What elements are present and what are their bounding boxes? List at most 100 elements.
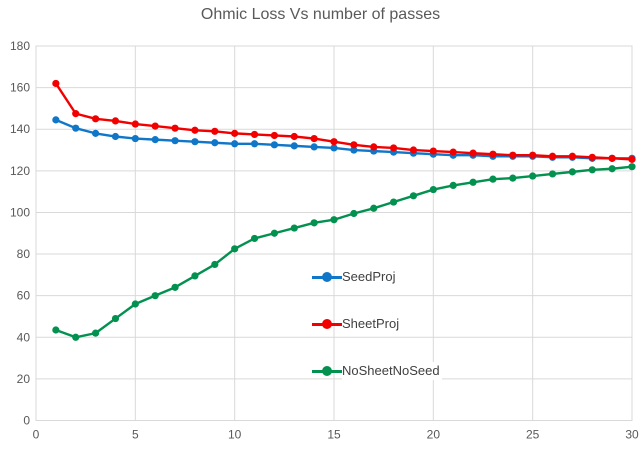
data-point-nosheetnoseed (449, 181, 457, 189)
data-point-seedproj (151, 136, 159, 144)
data-point-nosheetnoseed (469, 178, 477, 186)
data-point-seedproj (250, 140, 259, 148)
data-point-sheetproj (409, 146, 418, 154)
data-point-nosheetnoseed (568, 168, 577, 176)
legend-item-nosheetnoseed[interactable]: NoSheetNoSeed (312, 362, 442, 380)
data-point-nosheetnoseed (509, 174, 517, 182)
data-point-nosheetnoseed (390, 198, 398, 206)
data-point-nosheetnoseed (270, 229, 278, 237)
data-point-seedproj (52, 116, 60, 124)
data-point-sheetproj (231, 129, 239, 137)
y-tick-label: 120 (10, 164, 30, 178)
legend-label-seedproj: SeedProj (342, 268, 398, 286)
y-tick-label: 40 (17, 330, 31, 344)
data-point-sheetproj (608, 154, 616, 162)
seedproj-line-marker-icon (312, 268, 342, 286)
x-tick-label: 5 (132, 428, 139, 442)
x-tick-label: 10 (228, 428, 242, 442)
data-point-nosheetnoseed (211, 260, 219, 269)
data-point-sheetproj (290, 132, 298, 141)
sheetproj-line-marker-icon (312, 315, 342, 333)
data-point-seedproj (211, 139, 219, 147)
data-point-seedproj (111, 132, 120, 141)
data-point-nosheetnoseed (548, 170, 557, 178)
data-point-sheetproj (628, 155, 636, 163)
data-point-nosheetnoseed (409, 192, 418, 200)
y-tick-label: 180 (10, 39, 30, 53)
data-point-seedproj (171, 137, 179, 145)
x-tick-label: 0 (33, 428, 40, 442)
data-point-sheetproj (548, 152, 557, 160)
data-point-nosheetnoseed (290, 224, 298, 232)
data-point-nosheetnoseed (111, 314, 120, 323)
y-tick-label: 100 (10, 205, 30, 219)
data-point-sheetproj (489, 150, 497, 158)
legend-item-seedproj[interactable]: SeedProj (312, 268, 442, 286)
data-point-sheetproj (52, 79, 60, 88)
data-point-sheetproj (131, 120, 139, 128)
y-tick-label: 0 (23, 414, 30, 428)
data-point-seedproj (270, 141, 278, 149)
data-point-sheetproj (151, 122, 159, 130)
nosheetnoseed-line-marker-icon (312, 362, 342, 380)
data-point-seedproj (310, 143, 318, 151)
data-point-seedproj (231, 140, 239, 148)
data-point-sheetproj (111, 117, 120, 125)
data-point-nosheetnoseed (131, 300, 139, 308)
data-point-seedproj (191, 138, 199, 146)
data-point-seedproj (330, 144, 338, 152)
data-point-nosheetnoseed (310, 219, 318, 227)
data-point-sheetproj (191, 126, 199, 134)
data-point-sheetproj (310, 134, 318, 143)
data-point-nosheetnoseed (489, 175, 497, 183)
data-point-nosheetnoseed (588, 166, 596, 174)
data-point-nosheetnoseed (608, 165, 616, 173)
legend-label-sheetproj: SheetProj (342, 315, 402, 333)
data-point-sheetproj (350, 141, 358, 149)
y-tick-label: 160 (10, 81, 30, 95)
data-point-sheetproj (588, 153, 596, 161)
data-point-sheetproj (92, 115, 100, 123)
plot-border (35, 45, 633, 421)
data-point-nosheetnoseed (191, 272, 199, 280)
data-point-sheetproj (529, 151, 537, 159)
legend-item-sheetproj[interactable]: SheetProj (312, 315, 442, 333)
data-point-sheetproj (568, 152, 577, 160)
data-point-nosheetnoseed (231, 245, 239, 253)
data-point-sheetproj (449, 148, 457, 156)
legend-label-nosheetnoseed: NoSheetNoSeed (342, 362, 442, 380)
data-point-sheetproj (171, 124, 179, 132)
data-point-sheetproj (370, 143, 378, 151)
data-point-nosheetnoseed (330, 216, 338, 224)
data-point-sheetproj (72, 110, 80, 118)
data-point-seedproj (131, 134, 139, 143)
data-point-seedproj (72, 124, 80, 132)
x-tick-label: 25 (526, 428, 540, 442)
y-tick-label: 140 (10, 122, 30, 136)
data-point-sheetproj (509, 151, 517, 159)
data-point-sheetproj (469, 149, 477, 157)
x-tick-label: 15 (327, 428, 341, 442)
data-point-sheetproj (330, 138, 338, 146)
data-point-seedproj (290, 142, 298, 150)
data-point-nosheetnoseed (171, 283, 179, 291)
data-point-nosheetnoseed (529, 172, 537, 180)
data-point-sheetproj (211, 127, 219, 135)
data-point-nosheetnoseed (151, 292, 159, 300)
data-point-sheetproj (270, 131, 278, 140)
data-point-sheetproj (390, 144, 398, 152)
y-tick-label: 20 (17, 372, 31, 386)
data-point-nosheetnoseed (72, 333, 80, 341)
data-point-nosheetnoseed (250, 234, 259, 243)
data-point-sheetproj (250, 130, 259, 139)
x-tick-label: 30 (625, 428, 639, 442)
data-point-nosheetnoseed (370, 204, 378, 212)
data-point-nosheetnoseed (92, 329, 100, 337)
chart-legend: SeedProj SheetProj NoSheetNoSeed (312, 268, 442, 380)
data-point-nosheetnoseed (628, 163, 636, 171)
x-tick-label: 20 (427, 428, 441, 442)
y-tick-label: 60 (17, 289, 31, 303)
data-point-seedproj (350, 146, 358, 154)
